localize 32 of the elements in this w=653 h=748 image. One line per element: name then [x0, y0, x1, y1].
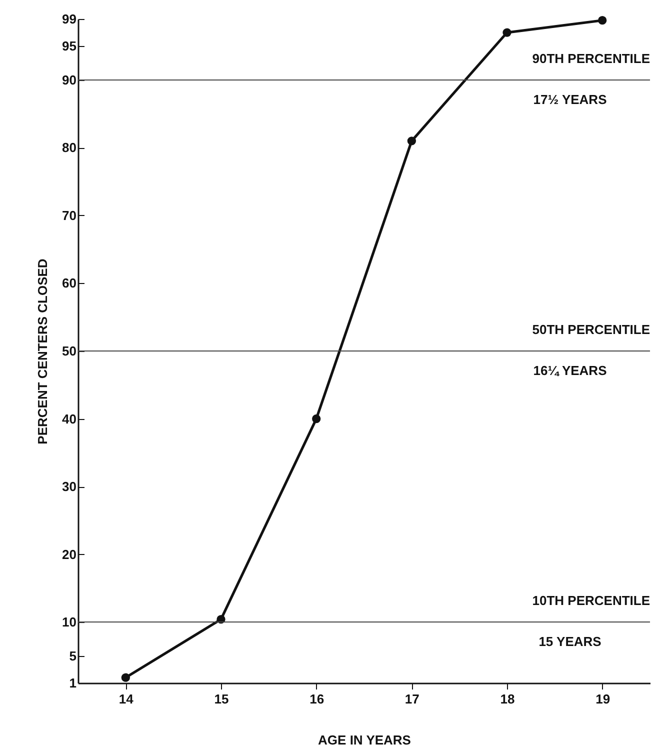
y-tick-label: 80: [62, 140, 76, 156]
point: [121, 673, 130, 682]
y-tick-label: 90: [62, 72, 76, 88]
point: [312, 414, 321, 424]
x-tick-label: 16: [310, 692, 324, 706]
y-tick-label: 50: [62, 344, 76, 358]
ref-line-label: 10TH PERCENTILE: [532, 593, 650, 608]
x-tick-label: 18: [500, 692, 515, 706]
annotation: 15 YEARS: [538, 634, 602, 650]
x-tick-label: 14: [118, 692, 134, 706]
y-tick-label: 1: [69, 676, 76, 690]
x-tick-label: 19: [596, 692, 610, 706]
y-tick-label: 20: [62, 546, 76, 562]
y-tick-label: 99: [62, 12, 76, 26]
y-tick-label: 95: [62, 38, 76, 54]
y-tick-label: 5: [69, 648, 76, 664]
y-tick-label: 60: [62, 276, 76, 291]
y-tick-label: 40: [62, 411, 76, 426]
point: [502, 28, 512, 37]
annotation: 16¼ YEARS: [533, 363, 608, 378]
y-tick-label: 30: [62, 479, 76, 494]
ref-line-label: 50TH PERCENTILE: [532, 322, 650, 337]
point: [598, 16, 607, 25]
y-axis-title: PERCENT CENTERS CLOSED: [35, 258, 50, 444]
ref-line-label: 90TH PERCENTILE: [532, 50, 650, 66]
y-tick-label: 10: [62, 614, 76, 630]
x-tick-label: 15: [214, 692, 229, 706]
annotation: 17½ YEARS: [533, 92, 608, 107]
x-axis-title: AGE IN YEARS: [318, 732, 412, 748]
point: [407, 136, 416, 146]
y-tick-label: 70: [62, 208, 76, 223]
x-tick-label: 17: [404, 692, 420, 706]
